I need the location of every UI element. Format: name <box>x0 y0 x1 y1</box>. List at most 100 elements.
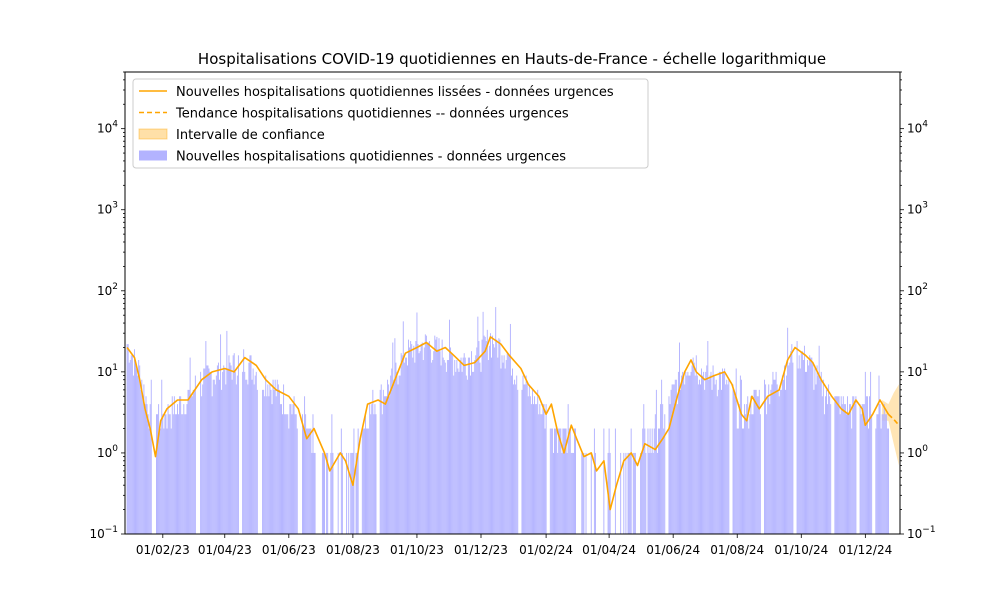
daily-bar <box>884 414 886 534</box>
daily-bar <box>660 404 662 534</box>
daily-bar <box>348 452 350 534</box>
daily-bar <box>351 452 353 534</box>
daily-bar <box>815 384 817 534</box>
x-tick-label: 01/06/23 <box>262 543 316 557</box>
daily-bar <box>321 452 323 534</box>
daily-bar <box>479 362 481 534</box>
daily-bar <box>452 355 454 534</box>
daily-bar <box>423 347 425 534</box>
daily-bar <box>366 428 368 534</box>
daily-bar <box>172 414 174 534</box>
daily-bar <box>721 389 722 534</box>
daily-bar <box>882 414 884 534</box>
daily-bar <box>860 414 862 534</box>
daily-bar <box>654 414 656 534</box>
daily-bar <box>166 428 168 534</box>
daily-bar <box>513 384 515 534</box>
daily-bar <box>642 428 644 534</box>
daily-bar <box>594 452 596 534</box>
daily-bar <box>459 360 461 534</box>
daily-bar <box>590 452 592 534</box>
daily-bar <box>541 414 543 534</box>
daily-bar <box>467 357 469 534</box>
daily-bar <box>633 452 635 534</box>
daily-bar <box>673 384 675 534</box>
x-tick-label: 01/02/23 <box>136 543 190 557</box>
daily-bar <box>460 357 462 534</box>
daily-bar <box>802 360 804 534</box>
daily-bar <box>655 389 657 534</box>
daily-bar <box>146 404 148 534</box>
daily-bar <box>851 428 853 534</box>
daily-bar <box>486 329 488 534</box>
daily-bar <box>484 336 486 534</box>
daily-bar <box>796 341 798 534</box>
x-tick-label: 01/10/23 <box>390 543 444 557</box>
x-tick-label: 01/12/23 <box>454 543 508 557</box>
daily-bar <box>692 357 694 534</box>
daily-bar <box>381 414 383 534</box>
daily-bar <box>465 375 467 534</box>
daily-bar <box>717 389 719 534</box>
daily-bar <box>878 375 880 534</box>
daily-bar <box>707 341 709 534</box>
daily-bar <box>706 365 708 534</box>
daily-bar <box>808 365 810 534</box>
daily-bar <box>180 396 182 534</box>
daily-bar <box>700 384 701 534</box>
daily-bar <box>887 428 889 534</box>
daily-bar <box>702 375 704 534</box>
daily-bar <box>263 389 265 534</box>
daily-bar <box>141 379 143 534</box>
daily-bar <box>647 428 649 534</box>
daily-bar <box>444 362 446 534</box>
daily-bar <box>828 384 830 534</box>
daily-bar <box>425 335 427 534</box>
daily-bar <box>288 428 290 534</box>
daily-bar <box>217 362 219 534</box>
daily-bar <box>744 404 746 534</box>
daily-bar <box>530 404 532 534</box>
daily-bar <box>236 375 238 534</box>
daily-bar <box>394 338 396 534</box>
daily-bar <box>135 360 136 534</box>
daily-bar <box>735 368 737 534</box>
daily-bar <box>208 368 210 534</box>
daily-bar <box>871 414 873 534</box>
daily-bar <box>247 384 249 534</box>
smoothed-line-layer <box>126 336 900 511</box>
daily-bar <box>508 355 510 534</box>
daily-bar <box>661 379 663 534</box>
daily-bar <box>475 355 477 534</box>
daily-bar <box>454 360 456 534</box>
daily-bar <box>304 396 306 534</box>
daily-bar <box>430 349 432 534</box>
daily-bar <box>461 371 463 534</box>
daily-bar <box>593 428 595 534</box>
daily-bar <box>581 452 583 534</box>
daily-bar <box>167 404 169 534</box>
daily-bar <box>285 414 287 534</box>
daily-bar <box>292 404 294 534</box>
daily-bar <box>143 384 145 534</box>
daily-bar <box>583 452 585 534</box>
legend-swatch-band <box>138 128 168 140</box>
daily-bar <box>671 384 673 534</box>
daily-bar <box>506 353 508 534</box>
daily-bar <box>277 384 279 534</box>
daily-bar <box>149 404 151 534</box>
daily-bar <box>227 368 229 534</box>
daily-bar <box>129 360 131 534</box>
daily-bar <box>844 404 846 534</box>
daily-bar <box>853 396 855 534</box>
daily-bar <box>670 389 672 534</box>
daily-bar <box>254 375 256 534</box>
daily-bar <box>686 375 688 534</box>
daily-bar <box>251 379 253 534</box>
daily-bar <box>352 452 354 534</box>
daily-bar <box>253 384 255 534</box>
daily-bar <box>431 362 433 534</box>
daily-bar <box>403 362 405 534</box>
daily-bar <box>182 414 184 534</box>
daily-bar <box>674 379 676 534</box>
